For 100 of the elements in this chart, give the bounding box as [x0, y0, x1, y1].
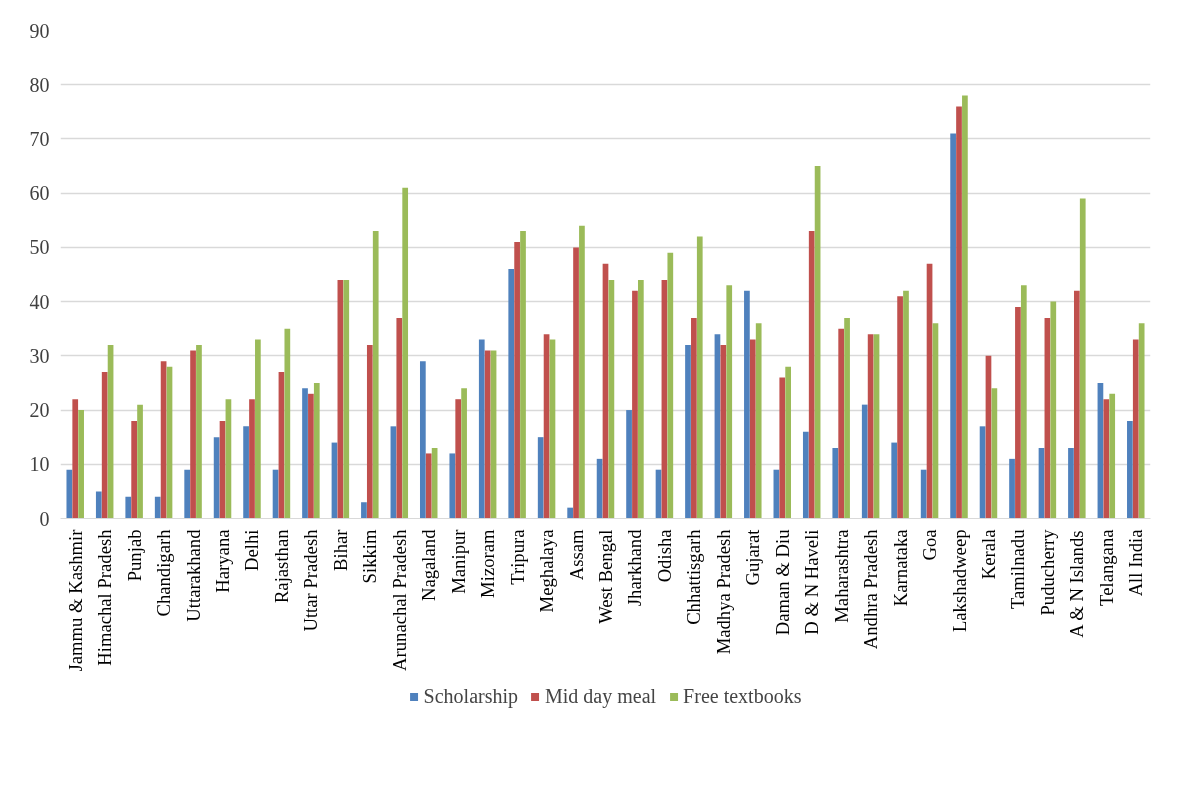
bar — [962, 95, 968, 519]
bar — [891, 442, 898, 519]
x-tick-label: Andhra Pradesh — [860, 528, 882, 650]
bar — [861, 404, 868, 519]
bar — [720, 344, 727, 519]
bar — [78, 410, 84, 519]
x-tick-label: Daman & Diu — [771, 528, 793, 636]
bar — [832, 448, 839, 519]
x-tick-label: Maharashtra — [830, 528, 852, 623]
x-tick-label: Puducherry — [1036, 528, 1058, 616]
bar — [779, 377, 786, 519]
bar — [691, 317, 697, 519]
x-tick-label: Uttarakhand — [182, 528, 204, 622]
bar — [313, 382, 320, 519]
bar — [396, 317, 403, 519]
bar — [243, 426, 249, 519]
bar — [785, 366, 792, 519]
x-tick-label: Chhattisgarh — [683, 528, 705, 625]
bar — [579, 225, 585, 519]
bar — [484, 350, 491, 519]
bar — [520, 231, 526, 519]
x-tick-label: Goa — [919, 528, 941, 561]
bar — [696, 236, 703, 519]
bar — [255, 339, 261, 519]
bar — [449, 453, 456, 519]
bar — [1138, 323, 1145, 519]
x-tick-label: D & N Haveli — [801, 529, 823, 635]
bar — [425, 453, 432, 519]
x-tick-label: Jharkhand — [624, 528, 646, 607]
bar — [419, 361, 426, 519]
x-tick-label: Chandigarh — [153, 528, 175, 617]
bar — [749, 339, 756, 519]
bar — [478, 339, 485, 519]
bar — [514, 241, 520, 519]
y-tick-label: 50 — [29, 236, 50, 259]
bar — [72, 399, 79, 519]
bar — [1103, 399, 1110, 519]
bar — [667, 252, 674, 519]
bar — [154, 496, 161, 519]
bar — [573, 247, 579, 519]
x-tick-label: Uttar Pradesh — [300, 528, 322, 632]
x-tick-label: Nagaland — [418, 528, 440, 601]
bar — [508, 269, 515, 519]
bar — [284, 328, 291, 519]
y-tick-label: 90 — [29, 19, 50, 42]
x-tick-label: Kerala — [977, 528, 999, 580]
bar — [101, 372, 108, 519]
bar — [1015, 307, 1021, 519]
legend-label: Mid day meal — [545, 684, 657, 708]
x-tick-label: Delhi — [241, 529, 263, 571]
legend-label: Free textbooks — [683, 684, 802, 708]
bar — [1132, 339, 1139, 519]
x-tick-label: Karnataka — [889, 528, 911, 607]
x-tick-label: Tamilnadu — [1007, 528, 1029, 610]
x-tick-label: Himachal Pradesh — [94, 528, 116, 666]
x-tick-label: Jammu & Kashmir — [64, 528, 86, 672]
bar — [361, 502, 367, 519]
x-tick-label: Punjab — [123, 529, 145, 582]
x-tick-label: Assam — [565, 529, 587, 581]
bar — [537, 437, 544, 519]
x-tick-label: Sikkim — [359, 529, 381, 584]
bar — [1009, 458, 1015, 519]
bar — [131, 420, 138, 519]
y-tick-label: 40 — [29, 290, 50, 313]
x-tick-label: Meghalaya — [536, 528, 558, 613]
bar — [685, 344, 691, 519]
bar — [190, 350, 196, 519]
bar — [1020, 285, 1027, 519]
bar — [184, 469, 191, 519]
x-tick-label: Lakshadweep — [948, 529, 970, 633]
x-tick-label: Haryana — [212, 528, 234, 593]
x-tick-label: Arunachal Pradesh — [388, 528, 410, 671]
bar — [897, 296, 903, 519]
x-tick-label: Telangana — [1095, 528, 1117, 606]
x-tick-label: A & N Islands — [1066, 530, 1088, 638]
bar — [726, 285, 733, 519]
bar — [1073, 290, 1080, 519]
x-tick-label: Mizoram — [477, 529, 499, 598]
bar — [402, 187, 409, 519]
x-tick-label: All India — [1125, 528, 1147, 597]
bar — [567, 507, 574, 519]
x-tick-label: Gujarat — [742, 528, 764, 586]
bar — [308, 393, 314, 519]
bar — [808, 231, 815, 519]
legend-label: Scholarship — [423, 684, 519, 708]
bar — [950, 133, 956, 519]
bar — [1050, 301, 1057, 519]
x-tick-label: Manipur — [447, 528, 469, 594]
x-tick-label: Rajasthan — [270, 528, 292, 604]
bar — [125, 496, 132, 519]
bar — [66, 469, 73, 519]
bar — [372, 231, 379, 519]
y-tick-label: 70 — [29, 127, 50, 150]
bar — [755, 323, 762, 519]
x-tick-label: West Bengal — [595, 529, 616, 624]
bar — [920, 469, 927, 519]
bar — [455, 399, 462, 519]
y-tick-label: 60 — [29, 182, 50, 205]
bar — [95, 491, 102, 519]
y-tick-label: 20 — [29, 399, 50, 422]
